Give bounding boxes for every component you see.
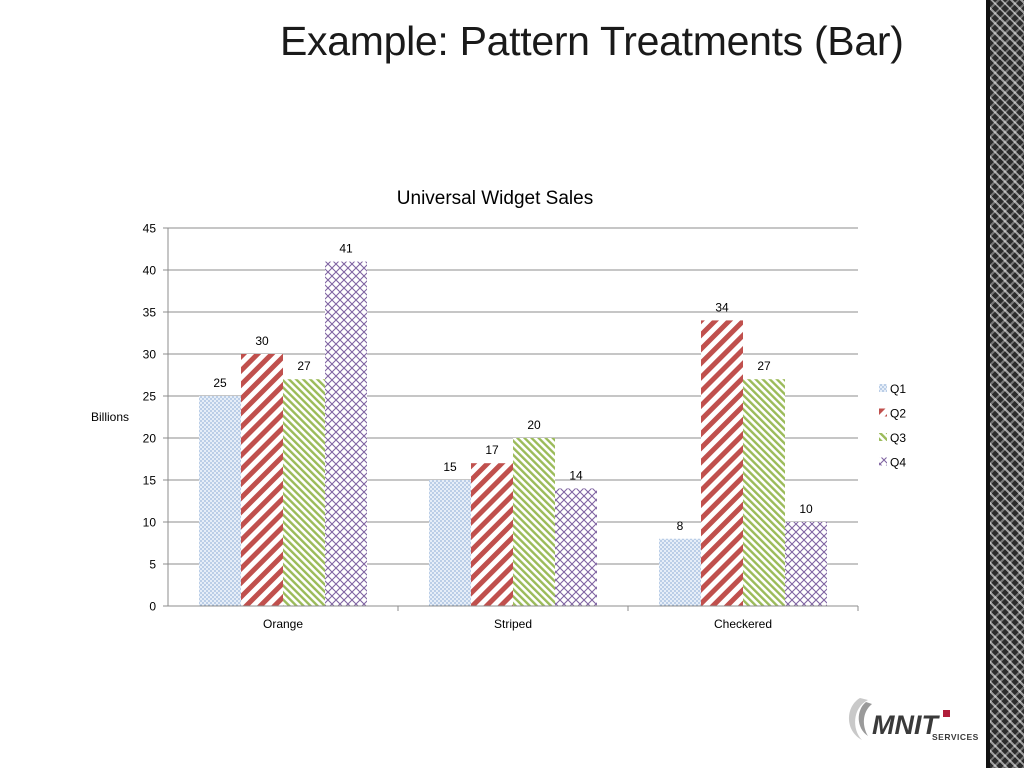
logo-tagline: SERVICES [932, 732, 979, 742]
legend-label-q4: Q4 [890, 456, 906, 470]
legend-label-q2: Q2 [890, 407, 906, 421]
bar-q4-checkered [785, 522, 827, 606]
bar-q1-striped [429, 480, 471, 606]
y-tick-label: 10 [143, 516, 157, 530]
border-edge [986, 0, 990, 768]
company-logo: MNIT SERVICES [849, 698, 979, 742]
data-label: 30 [255, 334, 269, 348]
legend-label-q1: Q1 [890, 382, 906, 396]
logo-accent [943, 710, 950, 717]
x-tick-label: Striped [494, 617, 532, 631]
slide-title: Example: Pattern Treatments (Bar) [280, 18, 904, 64]
legend-swatch-q1 [879, 384, 887, 392]
bars: 25 30 27 41 15 17 20 14 8 34 27 10 [199, 242, 827, 606]
data-label: 34 [715, 300, 729, 314]
y-tick-label: 5 [149, 558, 156, 572]
data-label: 15 [443, 460, 457, 474]
axes: 0 5 10 15 20 25 30 35 40 45 Orange Striped Checkered [143, 222, 859, 631]
data-label: 27 [297, 359, 311, 373]
logo-swoosh [849, 698, 868, 740]
bar-q3-checkered [743, 379, 785, 606]
chart-title: Universal Widget Sales [397, 188, 593, 209]
y-tick-label: 15 [143, 474, 157, 488]
data-label: 8 [677, 519, 684, 533]
data-label: 20 [527, 418, 541, 432]
x-tick-label: Checkered [714, 617, 772, 631]
y-tick-label: 40 [143, 264, 157, 278]
data-label: 17 [485, 443, 499, 457]
bar-q3-orange [283, 379, 325, 606]
y-tick-label: 45 [143, 222, 157, 236]
data-label: 10 [799, 502, 813, 516]
bar-q2-striped [471, 463, 513, 606]
legend-label-q3: Q3 [890, 431, 906, 445]
data-label: 25 [213, 376, 227, 390]
y-tick-label: 30 [143, 348, 157, 362]
bar-q2-orange [241, 354, 283, 606]
data-label: 41 [339, 242, 353, 256]
bar-q4-striped [555, 488, 597, 606]
y-tick-label: 35 [143, 306, 157, 320]
x-tick-label: Orange [263, 617, 303, 631]
data-label: 27 [757, 359, 771, 373]
y-tick-label: 0 [149, 600, 156, 614]
logo-wordmark: MNIT [872, 710, 940, 740]
bar-q3-striped [513, 438, 555, 606]
legend: Q1 Q2 Q3 Q4 [879, 382, 906, 470]
data-label: 14 [569, 468, 583, 482]
legend-swatch-q2 [879, 408, 887, 417]
bar-q1-checkered [659, 538, 701, 606]
y-axis-label: Billions [91, 410, 129, 424]
y-tick-label: 20 [143, 432, 157, 446]
bar-q2-checkered [701, 320, 743, 606]
logo-swoosh-inner [858, 702, 872, 736]
bar-q1-orange [199, 396, 241, 606]
legend-swatch-q3 [879, 433, 887, 441]
decorative-border [986, 0, 1024, 768]
bar-chart: Universal Widget Sales Billions 25 30 27 41… [91, 188, 906, 631]
legend-swatch-q4 [879, 457, 887, 466]
bar-q4-orange [325, 261, 367, 606]
y-tick-label: 25 [143, 390, 157, 404]
